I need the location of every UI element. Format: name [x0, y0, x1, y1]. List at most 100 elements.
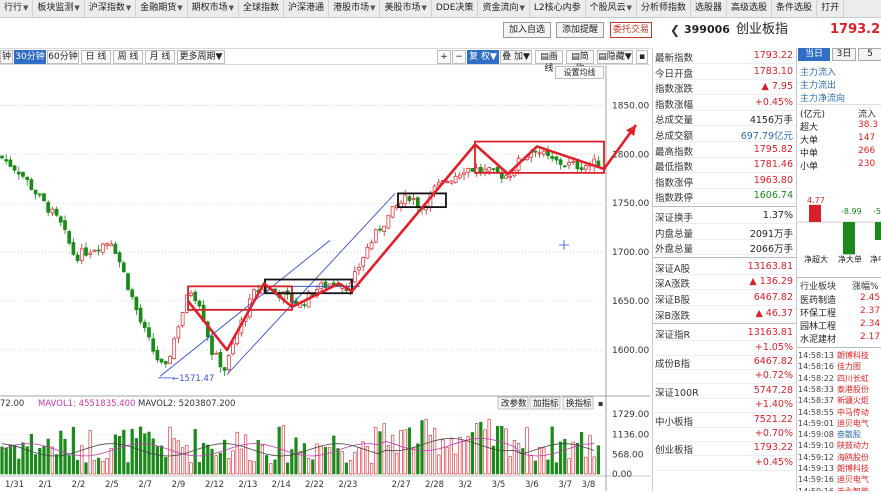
menu-item[interactable]: L2核心内参 — [530, 0, 586, 17]
hide-dropdown[interactable]: ▤隐藏▼ — [597, 50, 633, 64]
candle-body — [75, 254, 80, 261]
period-tab-day[interactable]: 日 线 — [81, 50, 111, 64]
menu-item[interactable]: 打开 — [817, 0, 845, 17]
sector-row[interactable]: 环保工程 2.37 — [800, 306, 881, 319]
stat-value: +0.45% — [754, 456, 793, 468]
stat-row: 深证换手 1.37% — [655, 208, 795, 224]
sector-row[interactable]: 水泥建材 2.17 — [800, 332, 881, 345]
menu-item[interactable]: 全球指数 — [239, 0, 285, 17]
kline-chart-area[interactable]: 1850.00 1800.00 1750.00 1700.00 1650.00 1600.… — [0, 66, 650, 491]
candle-body — [583, 165, 588, 170]
flow-in-label: 主力流入 — [800, 68, 837, 78]
zoom-out-button[interactable]: − — [452, 50, 466, 64]
tick-time: 14:58:37 — [798, 396, 834, 406]
candle-body — [386, 214, 391, 229]
menu-item[interactable]: 金融期货▼ — [136, 0, 188, 17]
tick-row[interactable]: 14:59:01 迪贝电气 — [798, 418, 881, 430]
stat-row: 创业板指 1793.22 — [655, 440, 795, 457]
menu-item[interactable]: 美股市场▼ — [380, 0, 432, 17]
tick-row[interactable]: 14:58:22 四川长虹 — [798, 373, 881, 385]
draw-line-button[interactable]: ▤画 线 — [535, 50, 563, 74]
flow-tab-3day[interactable]: 3日 — [832, 48, 856, 61]
menu-item[interactable]: 条件选股 — [772, 0, 818, 17]
tick-row[interactable]: 14:58:33 泰港股份 — [798, 384, 881, 396]
vol-switch-button[interactable] — [562, 396, 594, 410]
adjust-dropdown[interactable]: 复 权▼ — [467, 50, 499, 64]
vol-change-button[interactable] — [497, 396, 529, 410]
menu-item[interactable]: 资金流向▼ — [478, 0, 530, 17]
sector-row[interactable]: 园林工程 2.34 — [800, 319, 881, 332]
candle-body — [214, 352, 219, 355]
volume-bar — [285, 462, 290, 475]
vol-add-button[interactable] — [529, 396, 561, 410]
ma-setting-button[interactable]: 设置均线 — [555, 66, 604, 79]
menu-item[interactable]: 高级选股 — [727, 0, 773, 17]
net-flow-bar — [875, 222, 881, 240]
menu-item[interactable]: 行行▼ — [0, 0, 34, 17]
volume-bar — [588, 435, 592, 475]
prev-arrow-icon[interactable]: ❮ — [670, 23, 681, 37]
menu-item[interactable]: DDE决策 — [432, 0, 479, 17]
menu-item[interactable]: 分析师指数 — [637, 0, 692, 17]
menu-item[interactable]: 板块监测▼ — [33, 0, 85, 17]
tick-stock: 新疆火炬 — [836, 396, 869, 406]
menu-item[interactable]: 选股器 — [691, 0, 728, 17]
menu-item[interactable]: 沪深港通 — [284, 0, 330, 17]
tick-row[interactable]: 14:58:37 新疆火炬 — [798, 395, 881, 407]
close-panel-button[interactable]: ▪ — [636, 50, 648, 64]
volume-bar — [516, 443, 521, 475]
volume-bar — [390, 434, 395, 475]
overlay-dropdown[interactable]: 叠 加▼ — [500, 50, 532, 64]
flow-tab-today[interactable]: 当日 — [798, 48, 830, 61]
add-watch-button[interactable]: 加入自选 — [503, 22, 551, 38]
menu-item[interactable]: 期权市场▼ — [188, 0, 240, 17]
consolidation-box — [187, 285, 293, 311]
action-bar: 加入自选 添加提醒 委托交易 — [0, 18, 652, 42]
menu-item[interactable]: 港股市场▼ — [329, 0, 381, 17]
tick-row[interactable]: 14:59:10 陕鼓动力 — [798, 440, 881, 452]
period-tab-month[interactable]: 月 线 — [145, 50, 175, 64]
zoom-in-button[interactable]: + — [437, 50, 451, 64]
menu-item-label: 分析师指数 — [641, 3, 687, 13]
period-tab-more[interactable]: 更多周期▼ — [177, 50, 225, 64]
volume-bar — [558, 441, 563, 475]
tick-row[interactable]: 14:59:08 奋散股 — [798, 429, 881, 441]
candle-body — [407, 196, 412, 201]
menu-item[interactable]: 沪深指数▼ — [85, 0, 137, 17]
tick-row[interactable]: 14:59:16天永智能 — [798, 486, 881, 491]
flow-row: 超大 38.3 — [800, 120, 881, 133]
volume-bar — [244, 434, 248, 475]
consolidation-box — [474, 140, 605, 174]
mavol2-label: MAVOL2: 5203807.200 — [138, 399, 235, 409]
trade-button[interactable]: 委托交易 — [610, 22, 652, 38]
menu-item[interactable]: 个股风云▼ — [586, 0, 637, 17]
period-tab-30min[interactable]: 30分钟 — [14, 50, 46, 64]
tick-row[interactable]: 14:59:16 迪贝电气 — [798, 474, 881, 486]
tick-row[interactable]: 14:59:13 朗博科技 — [798, 463, 881, 475]
add-alert-button[interactable]: 添加提醒 — [556, 22, 604, 38]
period-tab-week[interactable]: 周 线 — [113, 50, 143, 64]
divider — [653, 206, 797, 207]
volume-bar — [63, 438, 67, 475]
tick-time: 14:59:16 — [798, 487, 834, 491]
tick-time: 14:58:13 — [798, 351, 834, 360]
sector-row[interactable]: 医药制造 2.45 — [800, 293, 881, 306]
tick-row[interactable]: 14:58:13 朗博科技 — [798, 350, 881, 362]
volume-tick-label: 568.00 — [612, 450, 644, 460]
candle-body — [361, 257, 366, 267]
tick-row[interactable]: 14:59:12 海鸥股份 — [798, 452, 881, 464]
stat-row: 指数跌停 1606.74 — [655, 188, 795, 205]
period-tab-min[interactable]: 钟 — [0, 50, 13, 64]
kline-chart-svg[interactable]: 1850.00 1800.00 1750.00 1700.00 1650.00 1600.… — [0, 66, 650, 491]
period-tab-60min[interactable]: 60分钟 — [47, 50, 79, 64]
menu-item-label: 打开 — [821, 3, 840, 13]
simple-button[interactable]: ▤简 约 — [566, 50, 594, 74]
flow-tab-5day[interactable]: 5 — [858, 48, 881, 61]
flow-row: 小单 230 — [800, 159, 881, 172]
tick-row[interactable]: 14:58:16 佳力图 — [798, 361, 881, 373]
volume-bar — [0, 446, 4, 475]
volume-bar — [42, 446, 46, 475]
sector-name: 园林工程 — [800, 322, 837, 332]
tick-row[interactable]: 14:58:55 中马传动 — [798, 407, 881, 419]
menu-item-label: 全球指数 — [243, 3, 280, 13]
